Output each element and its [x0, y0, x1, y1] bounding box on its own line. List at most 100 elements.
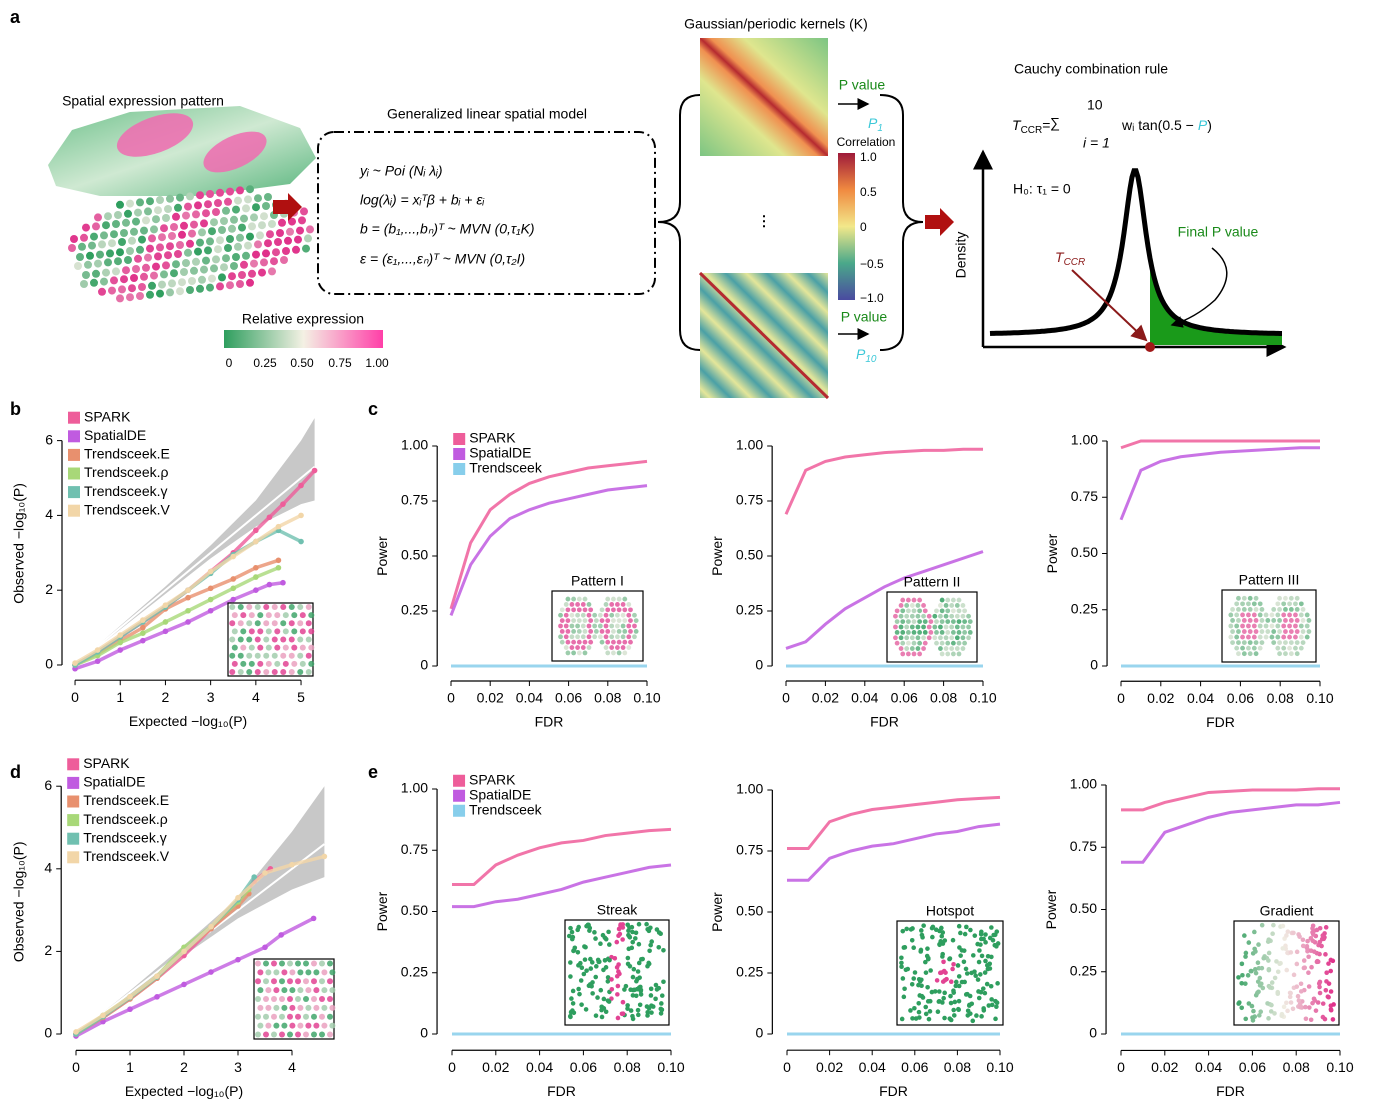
inset-dot	[1257, 1013, 1262, 1018]
legend-label: SPARK	[84, 408, 131, 424]
spot	[110, 276, 118, 284]
inset-dot	[305, 1005, 311, 1011]
x-tick-label: 0.06	[1239, 1059, 1266, 1075]
spot	[182, 212, 190, 220]
inset-dot	[255, 996, 261, 1002]
inset-dot	[938, 635, 943, 640]
inset-dot	[1236, 607, 1241, 612]
inset-dot	[329, 969, 335, 975]
statistic-point	[1145, 342, 1155, 352]
legend-swatch	[67, 814, 79, 826]
inset-dot	[1289, 607, 1294, 612]
point	[185, 619, 191, 625]
point	[140, 617, 146, 623]
inset-dot	[952, 1013, 957, 1018]
point	[163, 602, 169, 608]
inset-dot	[600, 640, 605, 645]
panel-label: b	[10, 399, 21, 419]
inset-title: Pattern I	[571, 573, 624, 589]
inset-dot	[600, 607, 605, 612]
inset-dot	[272, 669, 278, 675]
inset-dot	[311, 996, 317, 1002]
spot	[212, 255, 220, 263]
spot	[218, 273, 226, 281]
y-axis-label: Observed −log₁₀(P)	[11, 842, 27, 963]
x-axis-label: Expected −log₁₀(P)	[129, 713, 247, 729]
arrow	[1072, 270, 1146, 340]
inset-dot	[1301, 640, 1306, 645]
legend-label: Trendsceek.γ	[83, 829, 167, 845]
inset-dot	[305, 1023, 311, 1029]
inset-dot	[1270, 931, 1275, 936]
spot	[232, 253, 240, 261]
spot	[170, 269, 178, 277]
inset-dot	[966, 625, 971, 630]
inset-dot	[229, 620, 235, 626]
inset-dot	[937, 989, 942, 994]
inset-dot	[273, 1005, 279, 1011]
formula-part: i = 1	[1083, 135, 1110, 151]
inset-dot	[605, 597, 610, 602]
y-tick-label: 0.50	[401, 547, 428, 563]
inset-dot	[598, 988, 603, 993]
inset-dot	[590, 960, 595, 965]
spot	[156, 196, 164, 204]
inset-dot	[558, 634, 563, 639]
inset-dot	[1264, 613, 1269, 618]
inset-dot	[1252, 635, 1257, 640]
inset-dot	[1264, 635, 1269, 640]
spot	[198, 276, 206, 284]
x-tick-label: 0.02	[477, 690, 504, 706]
inset-dot	[1289, 596, 1294, 601]
y-tick-label: 0	[420, 1025, 428, 1041]
spot	[196, 191, 204, 199]
inset-dot	[636, 1008, 641, 1013]
inset-dot	[604, 634, 609, 639]
inset-dot	[311, 1014, 317, 1020]
inset-dot	[928, 630, 933, 635]
inset-dot	[297, 1023, 303, 1029]
inset-dot	[635, 987, 640, 992]
inset-dot	[1281, 924, 1286, 929]
inset-dot	[319, 996, 325, 1002]
spot	[146, 245, 154, 253]
spot	[260, 212, 268, 220]
inset-dot	[588, 618, 593, 623]
formula-sum: ∑	[1050, 115, 1060, 131]
spot	[126, 293, 134, 301]
inset-dot	[947, 1016, 952, 1021]
inset-dot	[1288, 991, 1293, 996]
inset-dot	[934, 608, 939, 613]
inset-dot	[605, 607, 610, 612]
inset-dot	[279, 1032, 285, 1038]
spot	[202, 209, 210, 217]
inset-dot	[899, 635, 904, 640]
spot	[264, 193, 272, 201]
inset-dot	[1243, 1017, 1248, 1022]
inset-dot	[962, 619, 967, 624]
inset-dot	[1331, 1002, 1336, 1007]
spot	[128, 237, 136, 245]
spot	[276, 229, 284, 237]
inset-dot	[1242, 651, 1247, 656]
inset-dot	[246, 620, 252, 626]
legend-swatch	[453, 775, 465, 787]
inset-dot	[617, 597, 622, 602]
correlation-tick: −0.5	[860, 257, 884, 271]
inset-dot	[617, 618, 622, 623]
inset-dot	[272, 620, 278, 626]
inset-dot	[616, 984, 621, 989]
inset-dot	[938, 646, 943, 651]
spot	[176, 241, 184, 249]
inset-dot	[1284, 933, 1289, 938]
x-tick-label: 0.10	[986, 1059, 1013, 1075]
spot	[80, 280, 88, 288]
inset-dot	[266, 628, 272, 634]
inset-dot	[626, 956, 631, 961]
x-tick-label: 0	[448, 1059, 456, 1075]
inset-dot	[1295, 962, 1300, 967]
inset-dot	[266, 612, 272, 618]
point	[289, 862, 295, 868]
inset-dot	[263, 604, 269, 610]
inset-dot	[989, 997, 994, 1002]
